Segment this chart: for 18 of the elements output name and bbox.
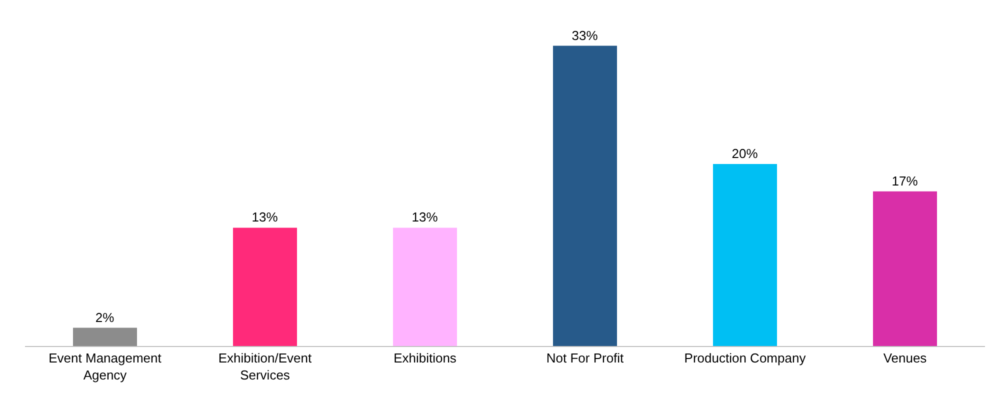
data-label: 13% (252, 210, 278, 225)
data-label: 2% (95, 310, 115, 325)
data-label: 13% (412, 210, 438, 225)
bar (393, 228, 457, 346)
data-label: 17% (892, 173, 918, 188)
data-label: 20% (732, 146, 758, 162)
bar (73, 328, 137, 346)
x-tick-label: Event Management Agency (48, 350, 162, 382)
bar (553, 46, 617, 346)
bar (873, 191, 937, 346)
x-tick-label: Venues (883, 350, 928, 366)
x-tick-label: Not For Profit (546, 350, 624, 366)
x-tick-label: Exhibitions (394, 350, 457, 366)
x-tick-label: Production Company (684, 350, 806, 366)
x-tick-label: Exhibition/Event Services (218, 350, 312, 382)
bar (713, 164, 777, 346)
bar (233, 228, 297, 346)
data-label: 33% (572, 28, 598, 43)
